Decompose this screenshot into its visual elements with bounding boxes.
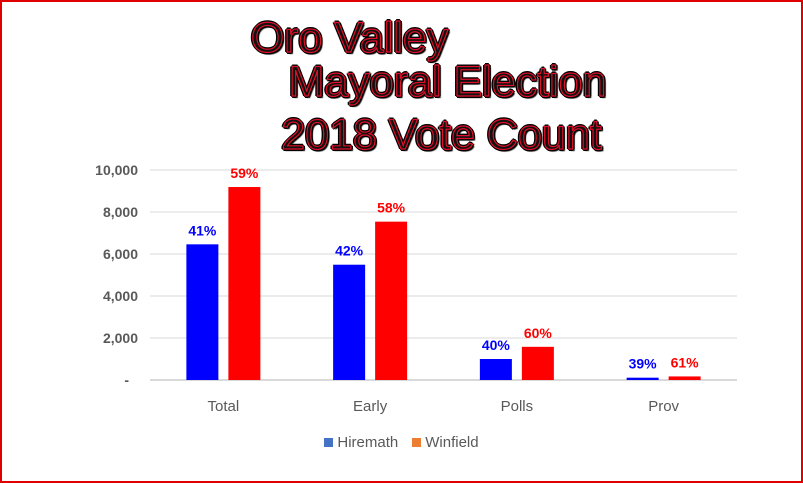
y-tick-label: 4,000: [103, 288, 138, 304]
x-tick-label: Early: [353, 398, 388, 415]
y-tick-label: 10,000: [95, 162, 138, 178]
legend-label-winfield: Winfield: [425, 434, 479, 451]
data-label: 61%: [671, 354, 700, 370]
y-tick-label: 8,000: [103, 204, 138, 220]
y-tick-label: 6,000: [103, 246, 138, 262]
legend-item-hiremath: Hiremath: [324, 434, 398, 451]
data-label: 60%: [524, 325, 553, 341]
data-label: 40%: [482, 337, 511, 353]
data-label: 58%: [377, 200, 406, 216]
legend-swatch-winfield: [412, 438, 422, 447]
bar-hiremath-polls: [479, 359, 512, 380]
x-tick-label: Prov: [648, 398, 679, 415]
bar-winfield-polls: [521, 346, 554, 380]
y-tick-label: -: [124, 372, 129, 388]
y-tick-label: 2,000: [103, 330, 138, 346]
x-tick-label: Polls: [501, 398, 534, 415]
legend-swatch-hiremath: [324, 438, 334, 447]
bar-winfield-prov: [668, 376, 701, 380]
chart-title-line-1: Oro Valley: [250, 14, 449, 62]
chart-title-line-3: 2018 Vote Count: [281, 111, 603, 159]
bar-hiremath-total: [186, 244, 219, 380]
data-label: 41%: [188, 222, 217, 238]
chart-title-line-2: Mayoral Election: [288, 58, 607, 106]
data-label: 59%: [230, 165, 259, 181]
bar-hiremath-early: [333, 264, 366, 380]
legend: Hiremath Winfield: [2, 434, 801, 451]
bar-winfield-total: [228, 187, 261, 380]
x-tick-label: Total: [208, 398, 240, 415]
bar-hiremath-prov: [626, 377, 659, 380]
legend-label-hiremath: Hiremath: [337, 434, 399, 451]
data-label: 42%: [335, 243, 364, 259]
legend-item-winfield: Winfield: [412, 434, 479, 451]
data-label: 39%: [629, 356, 658, 372]
bar-winfield-early: [375, 221, 408, 380]
